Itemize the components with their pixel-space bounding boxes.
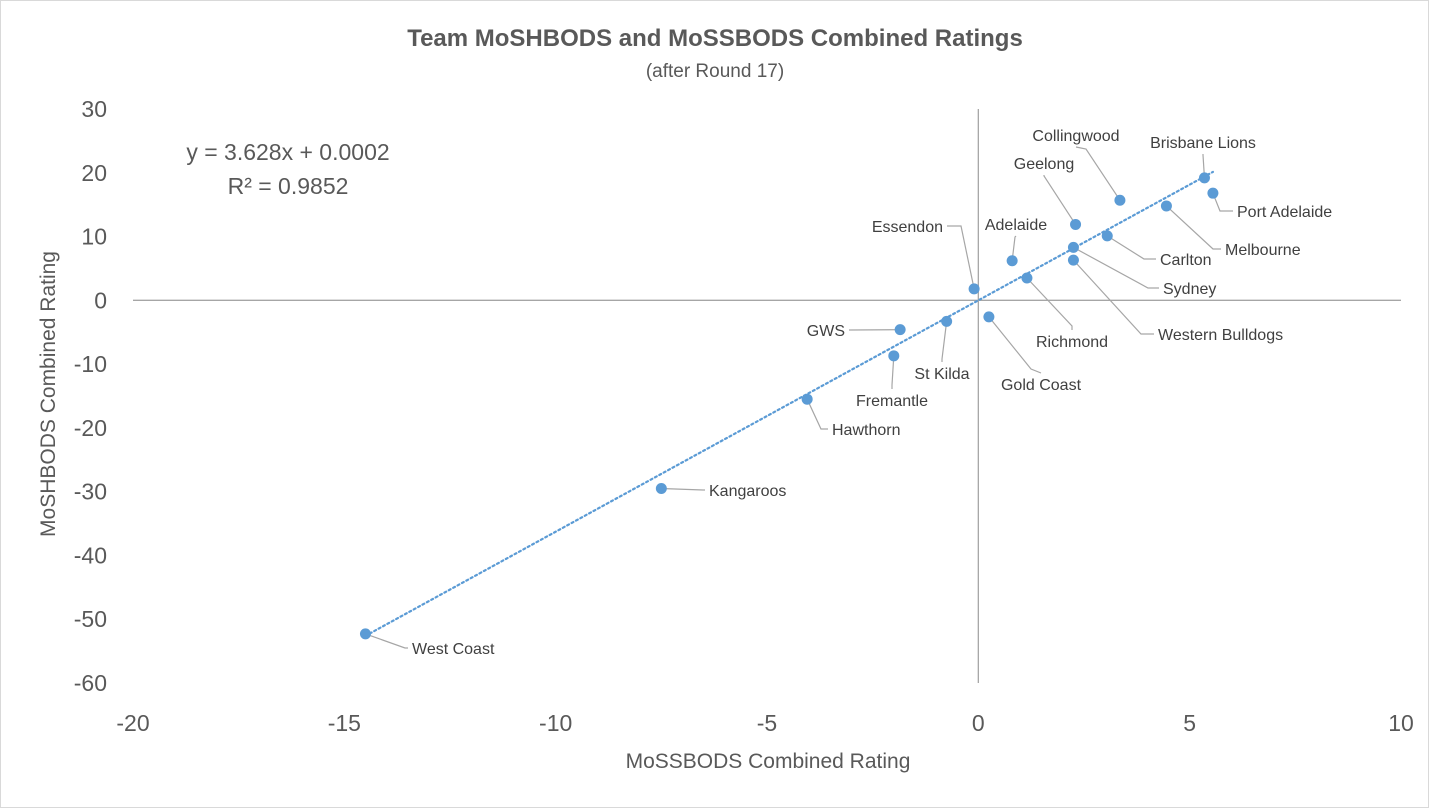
- y-tick-label: -10: [74, 351, 107, 377]
- data-label-fremantle: Fremantle: [856, 393, 928, 410]
- x-tick-label: -5: [757, 710, 777, 736]
- data-labels: Brisbane Lions Collingwood Port Adelaide Ge…: [412, 128, 1332, 658]
- trendline: [365, 172, 1212, 636]
- leader-line: [1107, 236, 1156, 259]
- chart-subtitle: (after Round 17): [646, 61, 784, 82]
- y-axis-ticks: 30 20 10 0 -10 -20 -30 -40 -50 -60: [74, 96, 107, 696]
- x-tick-label: 0: [972, 710, 985, 736]
- y-tick-label: -50: [74, 606, 107, 632]
- x-tick-label: 5: [1183, 710, 1196, 736]
- x-tick-label: -10: [539, 710, 572, 736]
- data-point-gws: [895, 324, 906, 335]
- y-tick-label: -20: [74, 415, 107, 441]
- data-label-kangaroos: Kangaroos: [709, 483, 786, 500]
- trendline-line: [365, 172, 1212, 636]
- leader-line: [1073, 247, 1159, 288]
- data-point-st-kilda: [941, 316, 952, 327]
- y-tick-label: 10: [81, 224, 107, 250]
- leader-line: [365, 634, 408, 648]
- trendline-equation: y = 3.628x + 0.0002: [186, 139, 389, 165]
- data-point-brisbane-lions: [1199, 172, 1210, 183]
- leader-line: [1027, 278, 1072, 330]
- leader-line: [947, 226, 974, 289]
- data-point-fremantle: [888, 350, 899, 361]
- data-label-essendon: Essendon: [872, 219, 943, 236]
- data-label-gold-coast: Gold Coast: [1001, 377, 1082, 394]
- data-label-adelaide: Adelaide: [985, 217, 1047, 234]
- y-tick-label: 30: [81, 96, 107, 122]
- data-point-hawthorn: [802, 394, 813, 405]
- data-label-western-bulldogs: Western Bulldogs: [1158, 327, 1283, 344]
- data-label-port-adelaide: Port Adelaide: [1237, 204, 1332, 221]
- y-tick-label: 20: [81, 160, 107, 186]
- trendline-r-squared: R² = 0.9852: [228, 173, 349, 199]
- data-point-geelong: [1070, 219, 1081, 230]
- x-tick-label: -20: [116, 710, 149, 736]
- data-label-st-kilda: St Kilda: [914, 366, 969, 383]
- data-point-port-adelaide: [1207, 188, 1218, 199]
- leader-line: [1166, 206, 1221, 249]
- chart-title: Team MoSHBODS and MoSSBODS Combined Rati…: [407, 25, 1023, 52]
- data-label-geelong: Geelong: [1014, 156, 1075, 173]
- y-tick-label: -30: [74, 479, 107, 505]
- y-tick-label: 0: [94, 287, 107, 313]
- leader-line: [1076, 147, 1120, 200]
- data-point-sydney: [1068, 242, 1079, 253]
- data-label-gws: GWS: [807, 323, 845, 340]
- data-point-collingwood: [1114, 195, 1125, 206]
- leader-line: [1044, 175, 1076, 224]
- data-point-adelaide: [1007, 255, 1018, 266]
- data-label-hawthorn: Hawthorn: [832, 422, 900, 439]
- data-label-sydney: Sydney: [1163, 281, 1216, 298]
- data-label-collingwood: Collingwood: [1032, 128, 1119, 145]
- x-axis-title: MoSSBODS Combined Rating: [626, 750, 911, 773]
- data-label-west-coast: West Coast: [412, 641, 495, 658]
- x-tick-label: -15: [328, 710, 361, 736]
- leader-line: [1073, 260, 1154, 334]
- data-label-brisbane-lions: Brisbane Lions: [1150, 135, 1256, 152]
- y-axis-title: MoSHBODS Combined Rating: [37, 251, 60, 537]
- x-tick-label: 10: [1388, 710, 1414, 736]
- data-point-melbourne: [1161, 200, 1172, 211]
- data-point-essendon: [969, 283, 980, 294]
- data-label-melbourne: Melbourne: [1225, 242, 1301, 259]
- data-point-kangaroos: [656, 483, 667, 494]
- data-label-carlton: Carlton: [1160, 252, 1212, 269]
- data-point-carlton: [1102, 230, 1113, 241]
- leader-line: [942, 321, 947, 362]
- data-point-western-bulldogs: [1068, 255, 1079, 266]
- data-point-west-coast: [360, 628, 371, 639]
- y-tick-label: -60: [74, 670, 107, 696]
- data-point-gold-coast: [983, 311, 994, 322]
- data-point-richmond: [1021, 273, 1032, 284]
- x-axis-ticks: -20 -15 -10 -5 0 5 10: [116, 710, 1413, 736]
- y-tick-label: -40: [74, 542, 107, 568]
- data-label-richmond: Richmond: [1036, 334, 1108, 351]
- leader-line: [989, 317, 1041, 373]
- leader-line: [661, 488, 705, 490]
